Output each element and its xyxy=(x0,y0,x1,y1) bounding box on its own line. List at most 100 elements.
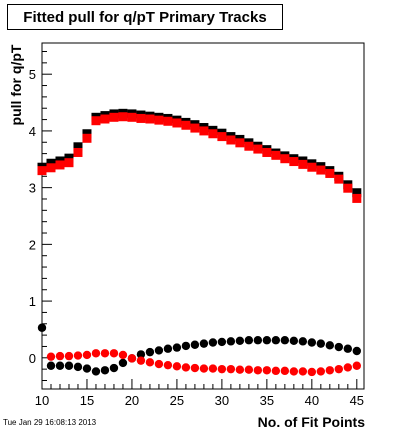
data-point-square xyxy=(262,147,272,157)
data-point-square xyxy=(325,168,335,178)
data-point-circle xyxy=(73,351,83,360)
x-tick-label: 40 xyxy=(305,393,319,408)
data-point-square xyxy=(136,113,146,123)
data-point-circle xyxy=(181,363,191,372)
data-point-circle xyxy=(55,361,65,370)
data-point-circle xyxy=(109,349,119,358)
data-point-circle xyxy=(181,341,191,351)
y-tick-label: 0 xyxy=(29,351,36,366)
data-point-square xyxy=(100,114,110,124)
data-point-square xyxy=(217,132,227,142)
data-point-square xyxy=(298,159,308,169)
data-point-square xyxy=(46,163,56,173)
data-point-circle xyxy=(145,347,155,357)
data-point-circle xyxy=(307,367,317,377)
data-point-circle xyxy=(55,351,65,361)
data-point-square xyxy=(280,154,290,164)
x-tick-label: 35 xyxy=(260,393,274,408)
data-point-square xyxy=(64,158,74,168)
data-point-square xyxy=(307,162,317,172)
x-tick-label: 10 xyxy=(35,393,49,408)
data-point-square xyxy=(244,141,254,151)
data-point-circle xyxy=(199,339,209,348)
y-tick-label: 5 xyxy=(29,67,36,82)
data-point-circle xyxy=(244,365,254,374)
data-point-circle xyxy=(298,367,308,376)
data-point-circle xyxy=(226,337,236,346)
data-point-circle xyxy=(325,366,335,375)
data-point-square xyxy=(271,150,281,160)
data-point-circle xyxy=(253,366,263,375)
x-tick-label: 15 xyxy=(80,393,94,408)
data-point-square xyxy=(154,115,164,125)
x-tick-label: 30 xyxy=(215,393,229,408)
data-point-circle xyxy=(163,360,173,370)
data-point-square xyxy=(289,157,299,167)
data-point-circle xyxy=(262,366,272,375)
data-point-square xyxy=(82,129,92,139)
data-point-circle xyxy=(280,336,290,345)
data-point-square xyxy=(172,118,182,128)
data-point-square xyxy=(55,160,65,170)
data-point-square xyxy=(46,158,56,168)
y-tick-label: 1 xyxy=(29,294,36,309)
data-point-square xyxy=(235,138,245,148)
data-point-circle xyxy=(271,366,281,376)
data-point-square xyxy=(316,165,326,175)
data-point-circle xyxy=(91,367,101,376)
data-point-circle xyxy=(352,361,362,370)
data-marks xyxy=(37,108,362,377)
data-point-square xyxy=(334,174,344,184)
data-point-circle xyxy=(253,336,263,345)
y-tick-label: 2 xyxy=(29,237,36,252)
data-point-circle xyxy=(217,337,227,347)
data-point-circle xyxy=(208,364,218,373)
data-point-square xyxy=(253,144,263,154)
timestamp: Tue Jan 29 16:08:13 2013 xyxy=(3,418,97,427)
data-point-circle xyxy=(46,361,56,370)
data-point-circle xyxy=(217,364,227,374)
data-point-circle xyxy=(334,342,344,352)
data-point-square xyxy=(73,142,83,152)
data-point-circle xyxy=(64,361,74,370)
data-point-circle xyxy=(289,336,299,345)
data-point-square xyxy=(163,116,173,126)
data-point-circle xyxy=(262,336,272,345)
data-point-circle xyxy=(172,362,182,371)
data-point-circle xyxy=(280,366,290,376)
x-tick-label: 45 xyxy=(350,393,364,408)
data-point-circle xyxy=(271,336,281,345)
data-point-circle xyxy=(334,364,344,374)
data-point-circle xyxy=(46,352,56,361)
data-point-circle xyxy=(82,364,92,373)
data-point-circle xyxy=(127,354,137,363)
data-point-circle xyxy=(226,364,236,374)
x-axis-label: No. of Fit Points xyxy=(258,414,366,430)
data-point-square xyxy=(109,112,119,122)
plot-frame xyxy=(41,42,365,390)
data-point-square xyxy=(91,116,101,126)
data-point-square xyxy=(118,112,128,122)
data-point-circle xyxy=(154,359,164,369)
data-point-square xyxy=(181,120,191,130)
data-point-circle xyxy=(208,338,218,347)
data-point-circle xyxy=(163,344,173,353)
data-point-circle xyxy=(37,323,47,332)
data-point-circle xyxy=(352,346,362,356)
data-point-circle xyxy=(316,367,326,376)
data-point-square xyxy=(37,166,47,176)
data-point-square xyxy=(64,153,74,163)
data-point-circle xyxy=(118,350,128,360)
data-point-circle xyxy=(190,340,200,349)
y-axis-label: pull for q/pT xyxy=(8,44,24,125)
data-point-circle xyxy=(190,363,200,373)
data-point-circle xyxy=(307,338,317,347)
data-point-square xyxy=(73,147,83,157)
data-point-circle xyxy=(235,365,245,374)
data-point-circle xyxy=(325,341,335,350)
data-point-circle xyxy=(298,337,308,346)
data-point-square xyxy=(208,129,218,139)
data-point-circle xyxy=(136,350,146,359)
data-point-circle xyxy=(100,366,110,375)
